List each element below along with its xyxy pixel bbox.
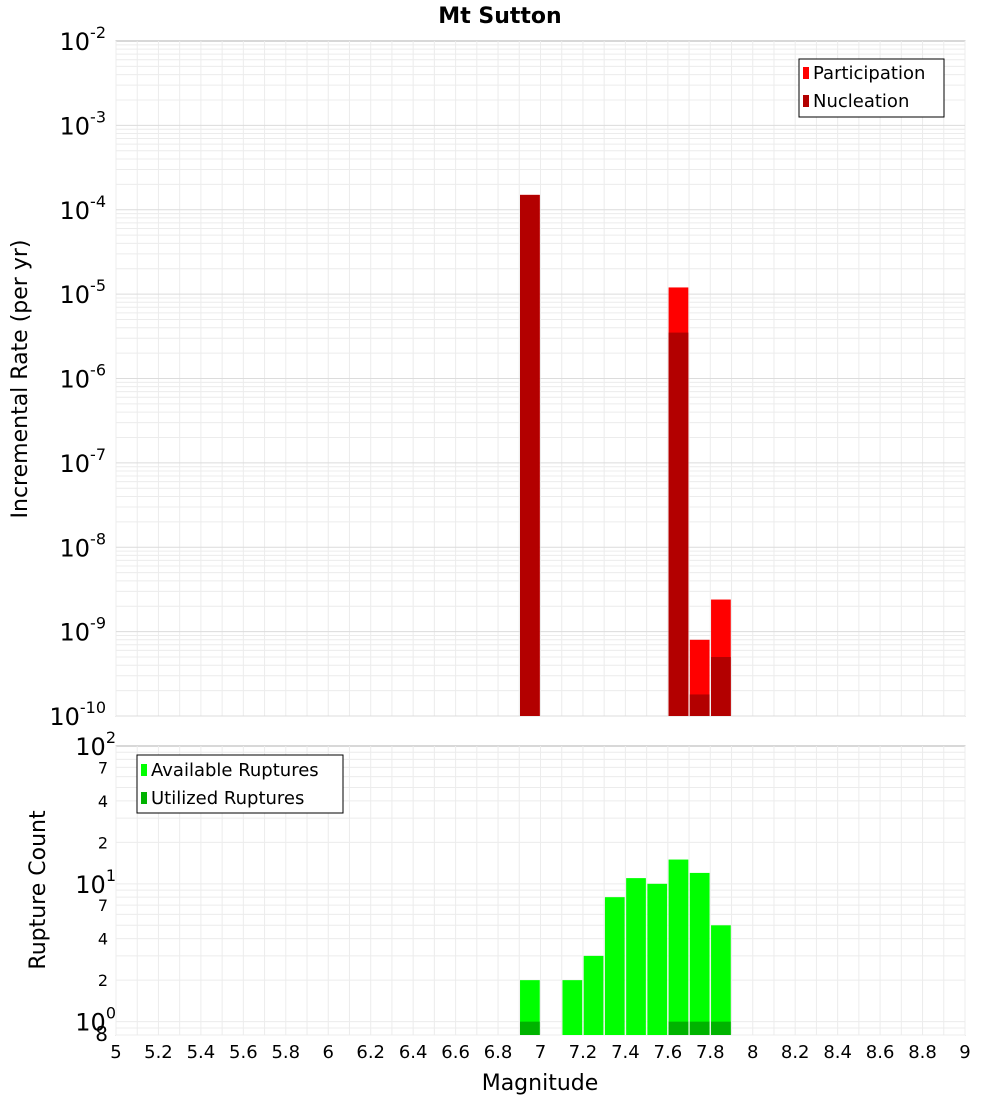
x-tick-label: 7.2 [569,1042,598,1063]
top-plot: 10-10 10-9 10-8 10-7 10-6 10-5 10-4 10-3 10-2 In… [8,23,966,731]
bottom-y-tick-label-minor: 7 [98,896,108,915]
bar-available-ruptures [562,980,583,1035]
x-tick-label: 7.4 [611,1042,640,1063]
bottom-y-tick-label-major: 102 [75,728,116,761]
x-tick-label: 8.4 [823,1042,852,1063]
x-tick-label: 5.8 [271,1042,300,1063]
bottom-y-tick-label-minor: 8 [95,1022,108,1046]
x-tick-label: 5.2 [144,1042,173,1063]
bar-available-ruptures [583,955,604,1035]
legend-swatch-participation [803,67,809,79]
top-bars [520,194,731,716]
bottom-y-axis-label: Rupture Count [26,810,51,970]
bottom-legend-box [136,754,344,814]
legend-label-participation: Participation [813,63,925,84]
legend-label-utilized: Utilized Ruptures [151,788,304,809]
bottom-y-tick-label-minor: 4 [98,930,108,949]
bottom-y-tick-label-minor: 2 [98,971,108,990]
top-y-tick-label: 10-6 [60,361,107,394]
legend-swatch-utilized [141,792,147,804]
bottom-y-tick-label-minor: 2 [98,833,108,852]
x-tick-label: 6.4 [399,1042,428,1063]
x-tick-label: 5.6 [229,1042,258,1063]
x-tick-label: 8.6 [866,1042,895,1063]
bar-available-ruptures [520,980,540,1035]
bar-available-ruptures [604,897,625,1035]
bar-nucleation [520,194,540,716]
top-y-tick-label: 10-8 [60,529,107,562]
x-tick-label: 7.6 [654,1042,683,1063]
bar-available-ruptures [668,859,689,1035]
bottom-y-tick-label-minor: 4 [98,792,108,811]
x-tick-label: 7.8 [696,1042,725,1063]
x-tick-label: 8.8 [908,1042,937,1063]
top-y-tick-labels: 10-10 10-9 10-8 10-7 10-6 10-5 10-4 10-3 10-2 [49,23,106,731]
bar-nucleation [711,657,731,716]
bar-nucleation [668,332,689,716]
chart-title: Mt Sutton [438,4,561,29]
top-y-tick-label: 10-2 [60,23,107,56]
bottom-legend: Available Ruptures Utilized Ruptures [136,754,344,814]
bar-utilized-ruptures [689,1021,710,1035]
bar-utilized-ruptures [711,1021,731,1035]
x-tick-label: 6.6 [441,1042,470,1063]
legend-swatch-available [141,764,147,776]
x-tick-label: 6.8 [484,1042,513,1063]
top-y-tick-label: 10-4 [60,192,107,225]
bar-utilized-ruptures [668,1021,689,1035]
bar-available-ruptures [647,883,668,1035]
top-legend-box [798,58,945,118]
top-grid [115,41,966,717]
x-tick-label: 7 [535,1042,546,1063]
top-y-tick-label: 10-7 [60,445,107,478]
legend-label-nucleation: Nucleation [813,91,909,112]
legend-label-available: Available Ruptures [151,760,319,781]
bottom-bars [520,859,731,1035]
bottom-y-tick-label-major: 100 [75,1004,116,1037]
top-y-tick-label: 10-5 [60,276,107,309]
legend-swatch-nucleation [803,95,809,107]
x-tick-label: 5.4 [187,1042,216,1063]
bar-available-ruptures [626,878,646,1035]
x-tick-label: 8.2 [781,1042,810,1063]
top-y-tick-label: 10-3 [60,107,107,140]
bottom-y-tick-label-minor: 7 [98,758,108,777]
bar-available-ruptures [711,925,731,1035]
x-tick-label: 5 [110,1042,121,1063]
x-tick-label: 9 [959,1042,970,1063]
top-y-axis-label: Incremental Rate (per yr) [8,240,33,519]
x-tick-label: 8 [747,1042,758,1063]
top-legend: Participation Nucleation [798,58,945,118]
x-tick-label: 6.2 [356,1042,385,1063]
top-y-tick-label: 10-9 [60,614,107,647]
x-tick-labels: 5 5.2 5.4 5.6 5.8 6 6.2 6.4 6.6 6.8 7 7.2 7.4 7.6 7.8 8… [110,1042,970,1063]
x-tick-label: 6 [323,1042,334,1063]
bar-nucleation [689,694,710,716]
x-axis-label: Magnitude [482,1071,599,1096]
bar-available-ruptures [689,872,710,1035]
top-y-tick-label: 10-10 [49,698,106,731]
bar-utilized-ruptures [520,1021,540,1035]
bottom-y-tick-label-major: 101 [75,866,116,899]
